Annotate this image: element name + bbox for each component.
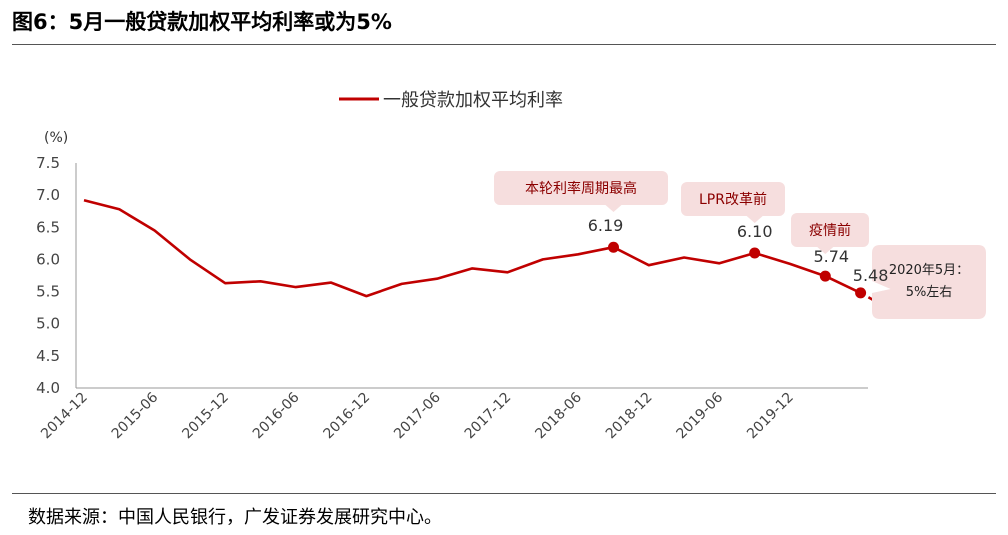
data-label: 5.48 [853,266,889,285]
data-point-marker [608,241,619,253]
x-tick-label: 2017-12 [462,390,515,443]
annotation-callout [681,182,785,216]
x-tick-label: 2016-12 [321,390,374,443]
data-point-marker [749,247,761,259]
x-tick-label: 2018-06 [532,389,585,442]
x-tick-label: 2015-06 [109,389,162,442]
y-tick-label: 5.5 [36,283,60,301]
data-label: 5.74 [813,247,849,266]
annotation-pointer [605,205,622,212]
y-axis-unit: (%) [44,130,68,146]
annotation-text: 本轮利率周期最高 [525,180,637,197]
y-tick-label: 4.0 [36,379,60,397]
annotation-callout [872,245,986,319]
annotation-callout [791,213,869,247]
data-point-marker [819,270,831,282]
data-label: 6.19 [588,216,624,235]
y-tick-label: 7.5 [36,154,60,172]
y-tick-label: 4.5 [36,347,60,365]
series-line [83,199,862,298]
x-tick-label: 2019-12 [744,390,797,443]
title-divider [12,44,996,45]
annotation-callout [494,171,668,205]
y-tick-label: 6.0 [36,250,60,268]
x-tick-label: 2014-12 [38,390,91,443]
source-divider [12,493,996,494]
y-tick-label: 7.0 [36,186,60,204]
x-tick-label: 2017-06 [391,389,444,442]
y-tick-label: 5.0 [36,315,60,333]
data-point-marker [855,287,867,299]
x-tick-label: 2018-12 [603,390,656,443]
line-chart: 一般贷款加权平均利率 (%) 4.0 4.5 5.0 5.5 6.0 6.5 7.0 7.5 201… [36,90,986,443]
annotation-text: 5%左右 [906,285,953,300]
annotation-pointer [746,216,763,223]
annotation-text: 疫情前 [809,222,851,239]
x-tick-label: 2019-06 [674,389,727,442]
annotation-text: LPR改革前 [699,191,767,208]
annotation-text: 2020年5月： [889,263,969,278]
page-title: 图6：5月一般贷款加权平均利率或为5% [12,10,392,34]
legend-label: 一般贷款加权平均利率 [383,90,563,111]
annotation-pointer [817,247,834,254]
source-note: 数据来源：中国人民银行，广发证券发展研究中心。 [28,507,442,528]
data-label: 6.10 [737,222,773,241]
x-tick-label: 2015-12 [179,390,232,443]
x-tick-label: 2016-06 [250,389,303,442]
y-tick-label: 6.5 [36,218,60,236]
